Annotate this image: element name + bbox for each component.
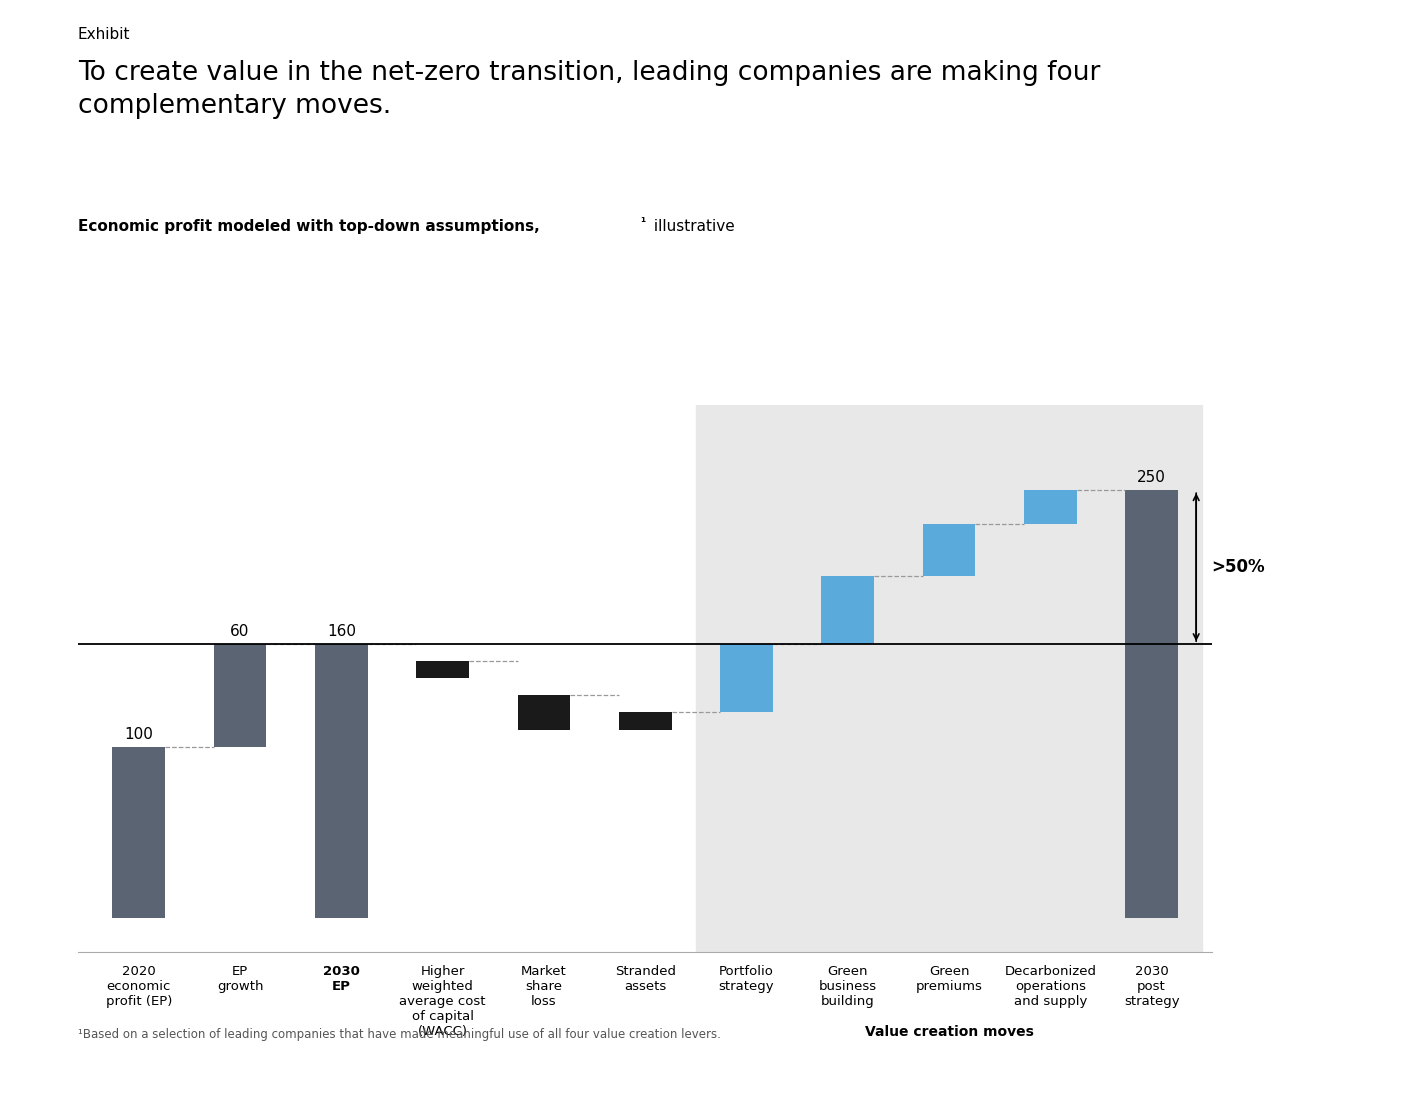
Bar [1024,490,1076,524]
Bar [518,696,570,730]
Bar [720,644,773,712]
Text: ¹Based on a selection of leading companies that have made meaningful use of all : ¹Based on a selection of leading compani… [78,1028,720,1041]
Bar [696,405,1202,952]
Text: illustrative: illustrative [649,219,735,234]
Text: Economic profit modeled with top-down assumptions,: Economic profit modeled with top-down as… [78,219,540,234]
Bar [112,746,164,918]
Text: Value creation moves: Value creation moves [865,1025,1034,1039]
Bar [315,644,367,918]
Text: 250: 250 [1137,470,1166,485]
Bar [923,524,976,575]
Bar [618,712,672,730]
Text: 60: 60 [230,624,250,639]
Bar [1126,490,1178,918]
Text: Exhibit: Exhibit [78,27,130,43]
Text: ¹: ¹ [640,216,645,229]
Bar [417,661,469,678]
Bar [214,644,267,746]
Text: 100: 100 [125,726,153,742]
Text: 160: 160 [326,624,356,639]
Bar [821,575,873,644]
Text: To create value in the net-zero transition, leading companies are making four
co: To create value in the net-zero transiti… [78,60,1100,119]
Text: >50%: >50% [1211,558,1265,577]
